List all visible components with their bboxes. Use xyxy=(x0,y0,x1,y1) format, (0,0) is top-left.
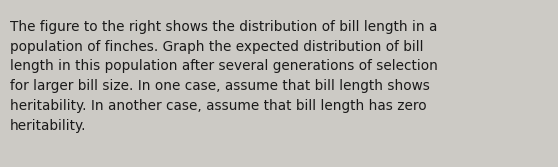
Text: The figure to the right shows the distribution of bill length in a
population of: The figure to the right shows the distri… xyxy=(10,20,438,133)
